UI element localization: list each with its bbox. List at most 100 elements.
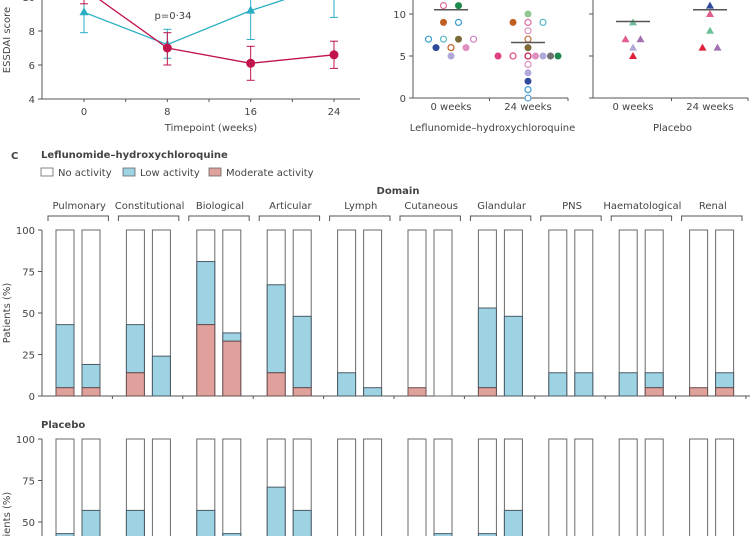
p-value-annotation: p=0·34 [155, 11, 192, 22]
data-point-circle [162, 43, 172, 53]
y-tick-label-c: 75 [22, 268, 35, 279]
bar-low-activity [81, 363, 101, 389]
bar-no-activity [644, 438, 664, 536]
y-tick-label-a: 10 [22, 0, 35, 4]
y-tick-label-c: 50 [22, 309, 35, 320]
bar-no-activity [407, 229, 427, 397]
category-label: 0 weeks [430, 102, 471, 113]
bar-low-activity [266, 486, 286, 536]
bar-low-activity [222, 332, 242, 342]
data-point-filled [447, 52, 455, 60]
category-label: 24 weeks [686, 102, 733, 113]
data-point-triangle [79, 7, 89, 16]
data-point-open [539, 18, 547, 26]
bar-no-activity [715, 438, 735, 536]
y-tick-label-a: 8 [29, 27, 35, 38]
bar-no-activity [433, 229, 453, 397]
bar-no-activity [689, 229, 709, 397]
bar-no-activity [715, 229, 735, 397]
data-point-circle [329, 50, 339, 60]
legend-label: No activity [58, 168, 112, 179]
domain-bracket [399, 215, 461, 221]
data-point-filled [455, 35, 462, 43]
data-point-triangle [706, 26, 714, 34]
bar-no-activity [618, 438, 638, 536]
legend-swatch [208, 167, 222, 177]
data-point-triangle [629, 52, 637, 59]
bar-moderate-activity [689, 387, 709, 397]
data-point-open [524, 52, 532, 60]
panel-c-leflunomide: 0 25 50 75 100 Patients (%) [2, 226, 750, 403]
bar-no-activity [337, 229, 357, 397]
data-point-filled [532, 52, 539, 60]
data-point-open [424, 35, 433, 43]
bar-no-activity [548, 229, 568, 397]
domain-bracket [540, 215, 602, 221]
data-point-open [469, 35, 478, 43]
panel-c-header: C Leflunomide–hydroxychloroquine No activi… [11, 150, 743, 221]
data-point-triangle [713, 43, 722, 51]
x-tick-label-a: 0 [81, 107, 87, 118]
bar-low-activity [337, 372, 357, 397]
bar-no-activity [618, 229, 638, 397]
bar-no-activity [644, 229, 664, 397]
domain-category-label: Glandular [477, 201, 527, 212]
bar-low-activity [618, 372, 638, 397]
bar-moderate-activity [196, 324, 216, 397]
category-label: 0 weeks [612, 102, 653, 113]
bar-low-activity [644, 372, 664, 389]
y-axis-label-c: Patients (%) [2, 283, 13, 344]
bar-no-activity [548, 438, 568, 536]
bar-low-activity [125, 324, 145, 374]
bar-no-activity [689, 438, 709, 536]
data-point-filled [440, 18, 447, 26]
bar-low-activity [503, 315, 523, 397]
y-tick-label-c: 100 [16, 226, 35, 237]
bar-moderate-activity [407, 387, 427, 397]
y-tick-label-b: 10 [393, 10, 406, 21]
bar-moderate-activity [266, 372, 286, 397]
data-point-open [524, 18, 532, 26]
bar-low-activity [433, 533, 453, 536]
bar-moderate-activity [715, 387, 735, 397]
legend-label: Low activity [140, 168, 200, 179]
panel-c-placebo-header: Placebo [41, 420, 85, 431]
bar-low-activity [548, 372, 568, 397]
x-tick-label-a: 8 [164, 107, 170, 118]
data-point-open [524, 35, 532, 43]
bar-low-activity [477, 307, 497, 389]
y-tick-label-a: 6 [29, 61, 35, 72]
bar-no-activity [55, 438, 75, 536]
x-tick-label-a: 24 [328, 107, 341, 118]
domain-category-label: Lymph [344, 201, 377, 212]
panel-b-group-0: 0 5 10 0 weeks 24 weeks Leflunomide–hydroxych… [393, 0, 575, 134]
bar-no-activity [363, 229, 383, 397]
bar-moderate-activity [644, 387, 664, 397]
data-point-triangle [636, 35, 645, 43]
bar-moderate-activity [81, 387, 101, 397]
domain-bracket [47, 215, 109, 221]
panel-c-placebo: 50 75 100 Patients (%) [2, 435, 735, 536]
data-point-open [439, 35, 448, 43]
series-line-1 [98, 0, 335, 64]
bar-low-activity [715, 372, 735, 389]
bar-moderate-activity [55, 387, 75, 397]
y-tick-label-c: 0 [29, 392, 35, 403]
bar-low-activity [81, 509, 101, 536]
domain-category-label: Renal [699, 201, 727, 212]
bar-low-activity [55, 533, 75, 536]
panel-letter-c: C [11, 151, 18, 162]
data-point-filled [524, 10, 532, 18]
domain-bracket [681, 215, 743, 221]
bar-low-activity [222, 533, 242, 536]
y-tick-label-a: 4 [29, 95, 35, 106]
y-axis-label-a: ESSDAI score [2, 7, 13, 73]
data-point-filled [455, 2, 462, 10]
data-point-open [447, 43, 455, 52]
bar-low-activity [196, 261, 216, 326]
bar-no-activity [574, 229, 594, 397]
data-point-filled [462, 44, 470, 52]
domain-category-label: Biological [196, 201, 244, 212]
bar-no-activity [363, 438, 383, 536]
data-point-triangle [706, 10, 714, 17]
